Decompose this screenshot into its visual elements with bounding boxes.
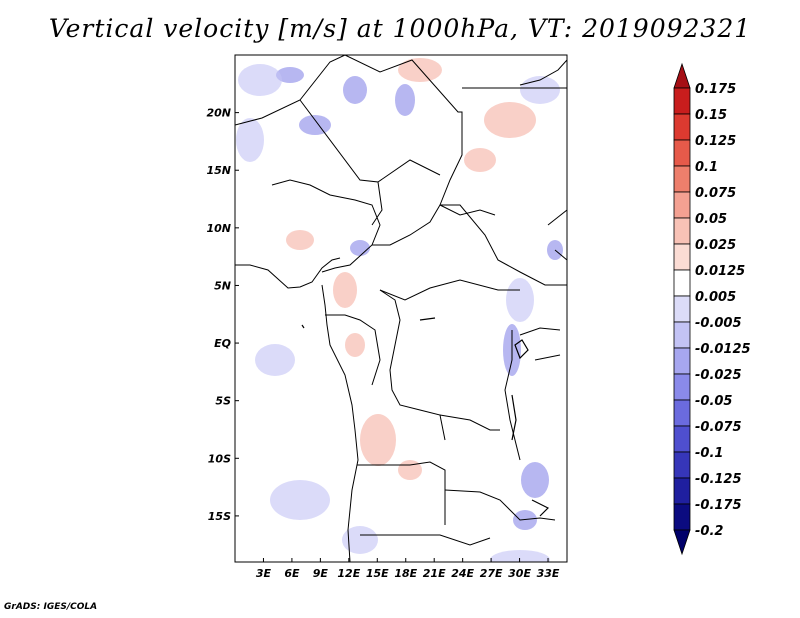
lat-tick-label: 5S bbox=[215, 395, 231, 408]
lat-tick-label: 5N bbox=[214, 279, 231, 292]
colorbar-segment bbox=[673, 139, 691, 167]
lat-tick-label: 10N bbox=[206, 222, 231, 235]
colorbar-level-label: -0.025 bbox=[695, 368, 742, 383]
lon-tick-label: 18E bbox=[394, 567, 417, 580]
lon-tick-label: 27E bbox=[480, 567, 503, 580]
colorbar-level-label: 0.005 bbox=[695, 290, 736, 305]
lon-tick-label: 9E bbox=[313, 567, 329, 580]
colorbar-bottom-arrow bbox=[673, 529, 691, 556]
colorbar-level-label: -0.005 bbox=[695, 316, 742, 331]
lon-tick-label: 21E bbox=[423, 567, 446, 580]
lon-tick-label: 15E bbox=[366, 567, 389, 580]
negative-velocity-light bbox=[236, 64, 560, 562]
colorbar-level-label: 0.175 bbox=[695, 82, 736, 97]
colorbar-segment bbox=[673, 191, 691, 219]
map-frame bbox=[234, 54, 568, 563]
colorbar-segment bbox=[673, 451, 691, 479]
colorbar-segment bbox=[673, 425, 691, 453]
positive-velocity-patches bbox=[286, 58, 536, 480]
colorbar-level-label: 0.1 bbox=[695, 160, 718, 175]
colorbar-segment bbox=[673, 87, 691, 115]
colorbar-level-label: 0.0125 bbox=[695, 264, 745, 279]
colorbar-segment bbox=[673, 373, 691, 401]
lon-tick-label: 6E bbox=[284, 567, 300, 580]
colorbar-segment bbox=[673, 165, 691, 193]
colorbar-level-label: 0.075 bbox=[695, 186, 736, 201]
colorbar-level-label: -0.075 bbox=[695, 420, 742, 435]
colorbar-segment bbox=[673, 295, 691, 323]
lon-tick-label: 33E bbox=[537, 567, 560, 580]
colorbar-level-label: -0.2 bbox=[695, 524, 723, 539]
lat-tick-label: EQ bbox=[214, 337, 231, 350]
lon-tick-label: 12E bbox=[337, 567, 360, 580]
latitude-axis: 20N 15N 10N 5N EQ 5S 10S 15S bbox=[206, 107, 239, 523]
lat-tick-label: 10S bbox=[208, 452, 231, 465]
country-borders bbox=[235, 55, 567, 562]
colorbar: 0.175 0.15 0.125 0.1 0.075 0.05 0.025 0.0125 0.0… bbox=[673, 62, 751, 556]
lat-tick-label: 15N bbox=[206, 164, 231, 177]
colorbar-level-label: 0.15 bbox=[695, 108, 727, 123]
colorbar-segment bbox=[673, 399, 691, 427]
lon-tick-label: 24E bbox=[451, 567, 474, 580]
colorbar-segment bbox=[673, 347, 691, 375]
colorbar-top-arrow bbox=[673, 62, 691, 89]
colorbar-level-label: 0.125 bbox=[695, 134, 736, 149]
colorbar-level-label: -0.125 bbox=[695, 472, 742, 487]
colorbar-segment bbox=[673, 269, 691, 297]
lat-tick-label: 20N bbox=[206, 107, 231, 120]
colorbar-level-label: 0.05 bbox=[695, 212, 727, 227]
map-title: Vertical velocity [m/s] at 1000hPa, VT: … bbox=[48, 14, 752, 43]
lon-tick-label: 3E bbox=[256, 567, 272, 580]
colorbar-segment bbox=[673, 217, 691, 245]
lat-tick-label: 15S bbox=[208, 510, 231, 523]
grads-credit: GrADS: IGES/COLA bbox=[4, 602, 98, 612]
colorbar-level-label: -0.1 bbox=[695, 446, 723, 461]
lakes bbox=[301, 317, 550, 517]
colorbar-level-label: -0.05 bbox=[695, 394, 732, 409]
colorbar-level-label: -0.175 bbox=[695, 498, 742, 513]
colorbar-segment bbox=[673, 321, 691, 349]
colorbar-segment bbox=[673, 243, 691, 271]
longitude-axis: 3E 6E 9E 12E 15E 18E 21E 24E 27E 30E 33E bbox=[256, 558, 560, 580]
lon-tick-label: 30E bbox=[508, 567, 531, 580]
colorbar-segment bbox=[673, 113, 691, 141]
colorbar-segment bbox=[673, 477, 691, 505]
colorbar-segment bbox=[673, 503, 691, 531]
colorbar-level-label: -0.0125 bbox=[695, 342, 751, 357]
colorbar-level-label: 0.025 bbox=[695, 238, 736, 253]
